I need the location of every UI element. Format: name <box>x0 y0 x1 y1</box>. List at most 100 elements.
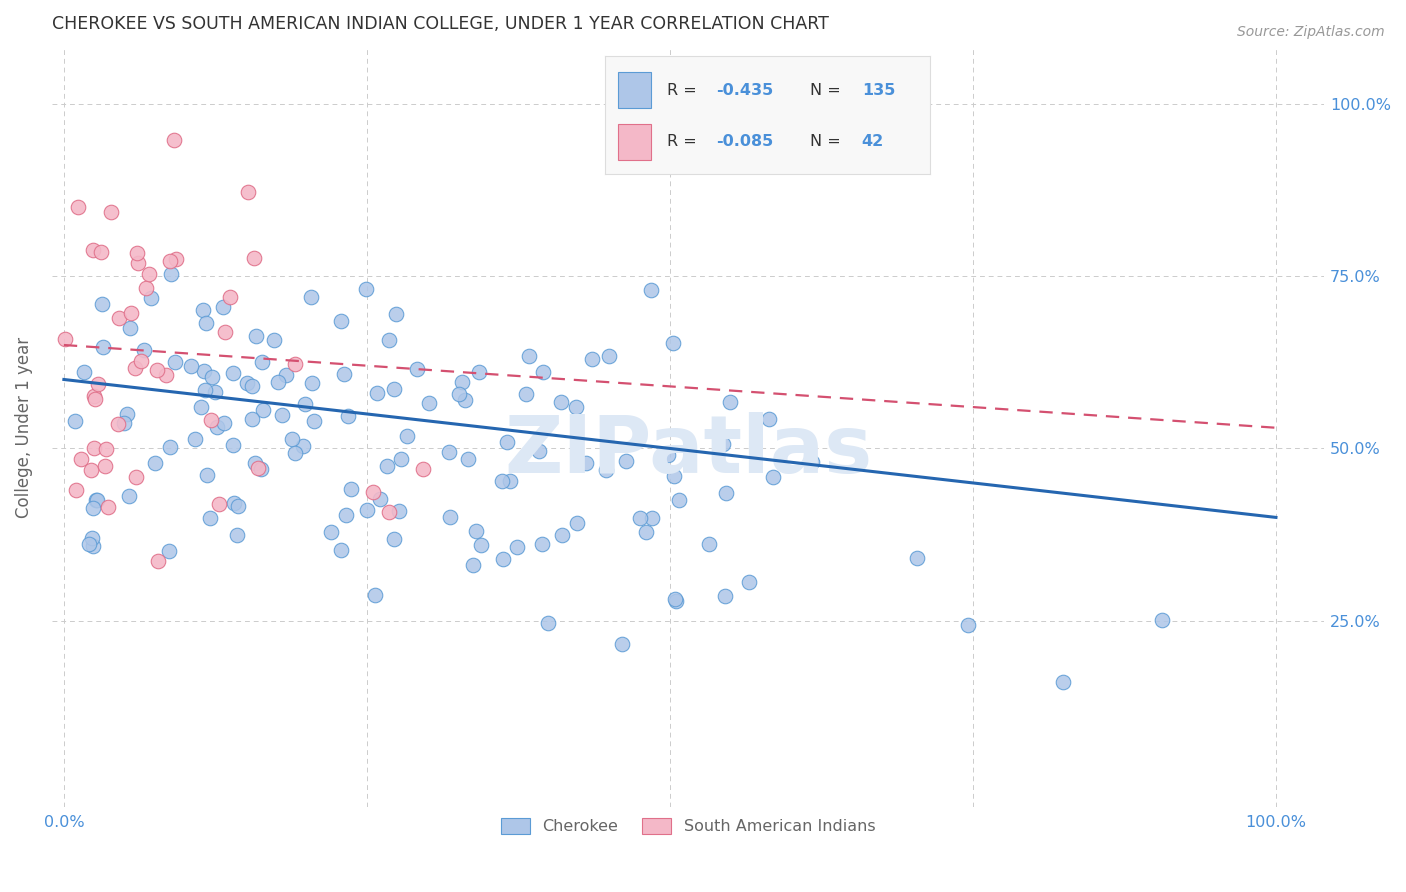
Point <box>66 200 89 214</box>
Point <box>276 368 298 383</box>
Point <box>354 282 377 296</box>
Point <box>515 387 537 401</box>
Point <box>84 392 107 407</box>
Point <box>270 409 292 423</box>
Point <box>208 497 231 511</box>
Point <box>245 328 267 343</box>
Point <box>329 542 352 557</box>
Point <box>242 412 264 426</box>
Point <box>662 335 685 350</box>
Point <box>364 588 387 602</box>
Point <box>395 428 418 442</box>
Point <box>222 366 245 380</box>
Point <box>565 401 588 415</box>
Point <box>96 442 118 456</box>
Point <box>465 524 488 538</box>
Point <box>581 352 603 367</box>
Point <box>165 252 187 266</box>
Legend: Cherokee, South American Indians: Cherokee, South American Indians <box>495 812 882 841</box>
Point <box>97 500 120 514</box>
Point <box>155 368 177 382</box>
Point <box>668 492 690 507</box>
Point <box>108 310 131 325</box>
Point <box>614 454 637 468</box>
Point <box>737 574 759 589</box>
Point <box>468 364 491 378</box>
Point <box>439 509 461 524</box>
Point <box>211 300 233 314</box>
Point <box>641 511 664 525</box>
Point <box>382 382 405 396</box>
Point <box>82 243 104 257</box>
Point <box>83 441 105 455</box>
Point <box>505 541 527 555</box>
Point <box>454 392 477 407</box>
Point <box>115 408 138 422</box>
Point <box>194 316 217 330</box>
Point <box>65 414 87 428</box>
Point <box>378 505 401 519</box>
Point <box>531 365 554 379</box>
Point <box>412 462 434 476</box>
Point <box>457 451 479 466</box>
Point <box>157 544 180 558</box>
Point <box>337 409 360 423</box>
Point <box>378 333 401 347</box>
Point <box>530 537 553 551</box>
Point <box>361 484 384 499</box>
Point <box>375 459 398 474</box>
Point <box>53 332 76 346</box>
Point <box>595 463 617 477</box>
Point <box>200 413 222 427</box>
Point <box>299 290 322 304</box>
Point <box>252 403 274 417</box>
Point <box>492 551 515 566</box>
Point <box>204 384 226 399</box>
Point <box>499 474 522 488</box>
Point <box>537 616 560 631</box>
Point <box>551 527 574 541</box>
Point <box>226 528 249 542</box>
Point <box>118 489 141 503</box>
Point <box>125 470 148 484</box>
Point <box>222 438 245 452</box>
Point <box>100 204 122 219</box>
Point <box>302 414 325 428</box>
Point <box>718 395 741 409</box>
Point <box>368 491 391 506</box>
Point <box>250 355 273 369</box>
Point <box>330 314 353 328</box>
Point <box>610 637 633 651</box>
Point <box>121 306 143 320</box>
Point <box>190 400 212 414</box>
Point <box>384 532 406 546</box>
Point <box>437 445 460 459</box>
Point <box>657 449 679 463</box>
Point <box>1152 613 1174 627</box>
Point <box>250 461 273 475</box>
Point <box>107 417 129 432</box>
Point <box>240 379 263 393</box>
Point <box>907 550 929 565</box>
Point <box>246 460 269 475</box>
Text: CHEROKEE VS SOUTH AMERICAN INDIAN COLLEGE, UNDER 1 YEAR CORRELATION CHART: CHEROKEE VS SOUTH AMERICAN INDIAN COLLEG… <box>52 15 828 33</box>
Point <box>491 475 513 489</box>
Point <box>135 281 157 295</box>
Point <box>519 350 541 364</box>
Point <box>418 396 440 410</box>
Point <box>146 362 169 376</box>
Point <box>711 436 734 450</box>
Point <box>406 362 429 376</box>
Point <box>956 617 979 632</box>
Point <box>159 267 181 281</box>
Point <box>139 292 162 306</box>
Point <box>385 307 408 321</box>
Point <box>77 537 100 551</box>
Point <box>284 445 307 459</box>
Point <box>112 416 135 430</box>
Point <box>184 433 207 447</box>
Point <box>236 185 259 199</box>
Point <box>640 283 662 297</box>
Point <box>65 483 87 497</box>
Point <box>198 511 221 525</box>
